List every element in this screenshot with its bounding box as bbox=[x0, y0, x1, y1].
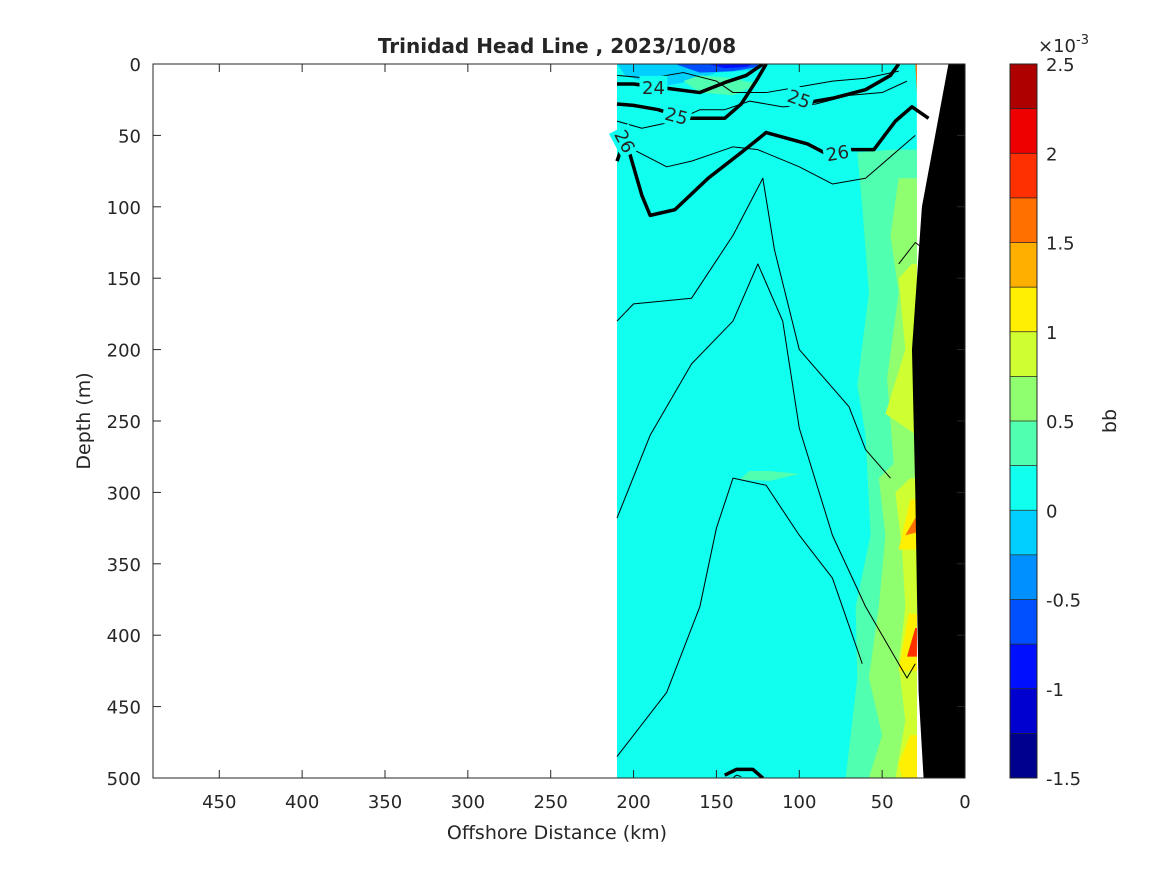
bb-field bbox=[617, 64, 965, 778]
y-tick-label: 400 bbox=[107, 626, 141, 647]
y-tick-label: 250 bbox=[107, 412, 141, 433]
colorbar-swatch bbox=[1010, 331, 1037, 377]
field-hotspot-320-core bbox=[905, 518, 917, 536]
x-tick-label: 0 bbox=[959, 792, 970, 813]
x-axis-label: Offshore Distance (km) bbox=[447, 822, 667, 844]
y-tick-label: 450 bbox=[107, 698, 141, 719]
colorbar-tick-label: 1 bbox=[1046, 323, 1057, 344]
field-patch-290m bbox=[739, 470, 800, 481]
colorbar-tick-label: 1.5 bbox=[1046, 234, 1075, 255]
x-tick-label: 50 bbox=[871, 792, 894, 813]
x-tick-label: 200 bbox=[616, 792, 650, 813]
colorbar-swatch bbox=[1010, 733, 1037, 779]
colorbar-exponent: ×10-3 bbox=[1038, 33, 1089, 57]
y-tick-label: 150 bbox=[107, 269, 141, 290]
colorbar-swatch bbox=[1010, 510, 1037, 556]
colorbar-swatch bbox=[1010, 376, 1037, 422]
colorbar: -1.5 -1 -0.5 0 0.5 1 1.5 2 2.5 bbox=[1010, 55, 1081, 790]
colorbar-swatch bbox=[1010, 421, 1037, 467]
isopycnal-25-west bbox=[616, 64, 768, 121]
colorbar-frame bbox=[1009, 63, 1038, 779]
contour-label-bg bbox=[821, 139, 854, 166]
thin-contour-3 bbox=[616, 477, 863, 757]
isopycnal-24 bbox=[617, 64, 764, 95]
field-surface-min bbox=[708, 64, 753, 69]
thin-contour-5 bbox=[616, 80, 908, 129]
contour-label-4: 26 bbox=[821, 139, 854, 167]
y-tick-label: 100 bbox=[107, 198, 141, 219]
field-hotspot-bottom bbox=[898, 735, 917, 778]
y-axis-ticks: 0 50 100 150 200 250 300 350 400 450 500 bbox=[107, 55, 965, 790]
colorbar-swatch bbox=[1010, 688, 1037, 734]
bathymetry bbox=[911, 64, 965, 778]
y-tick-label: 200 bbox=[107, 341, 141, 362]
contour-label-2: 25 bbox=[782, 83, 817, 114]
x-tick-label: 250 bbox=[534, 792, 568, 813]
y-tick-label: 50 bbox=[118, 126, 141, 147]
colorbar-swatch bbox=[1010, 465, 1037, 511]
colorbar-tick-label: 0.5 bbox=[1046, 412, 1075, 433]
thin-contour-6 bbox=[633, 135, 916, 185]
contour-label-bg bbox=[782, 83, 817, 114]
chart-title: Trinidad Head Line , 2023/10/08 bbox=[378, 34, 736, 58]
contour-label-0: 24 bbox=[639, 75, 668, 99]
x-tick-label: 150 bbox=[699, 792, 733, 813]
x-tick-label: 350 bbox=[368, 792, 402, 813]
colorbar-tick-label: -1 bbox=[1046, 680, 1064, 701]
field-edge-yellowgreen-upper bbox=[885, 263, 917, 436]
thin-contour-8 bbox=[732, 774, 742, 778]
x-tick-label: 400 bbox=[285, 792, 319, 813]
colorbar-tick-label: 2 bbox=[1046, 144, 1057, 165]
colorbar-swatch bbox=[1010, 599, 1037, 645]
thin-contour-7 bbox=[898, 242, 929, 265]
contour-label-bg bbox=[639, 75, 668, 98]
colorbar-swatch bbox=[1010, 644, 1037, 690]
field-hotspot-405-core bbox=[907, 628, 917, 657]
field-gap bbox=[916, 64, 932, 150]
y-tick-label: 300 bbox=[107, 483, 141, 504]
isopycnal-bottom bbox=[723, 767, 764, 778]
contour-label-text: 24 bbox=[642, 78, 665, 99]
colorbar-swatch bbox=[1010, 64, 1037, 110]
colorbar-swatch bbox=[1010, 242, 1037, 288]
colorbar-swatch bbox=[1010, 554, 1037, 600]
colorbar-tick-label: 2.5 bbox=[1046, 55, 1075, 76]
contour-label-1: 25 bbox=[660, 101, 694, 130]
thin-contour-1 bbox=[616, 177, 891, 479]
field-base bbox=[617, 64, 917, 778]
thin-contour-2 bbox=[616, 263, 916, 679]
contour-label-text: 26 bbox=[825, 142, 851, 167]
x-tick-label: 300 bbox=[451, 792, 485, 813]
colorbar-swatch bbox=[1010, 108, 1037, 154]
contour-label-bg bbox=[609, 123, 642, 159]
isopycnal-26 bbox=[615, 105, 930, 218]
colorbar-swatch bbox=[1010, 197, 1037, 243]
y-tick-label: 350 bbox=[107, 555, 141, 576]
colorbar-swatch bbox=[1010, 153, 1037, 199]
y-axis-label: Depth (m) bbox=[73, 372, 95, 469]
contour-label-bg bbox=[660, 101, 694, 130]
isopycnal-25-east bbox=[798, 64, 901, 106]
y-tick-label: 0 bbox=[130, 55, 141, 76]
y-tick-label: 500 bbox=[107, 769, 141, 790]
field-hotspot-320-outer bbox=[898, 499, 917, 550]
field-edge-yellowgreen bbox=[895, 478, 917, 778]
x-tick-label: 100 bbox=[782, 792, 816, 813]
x-tick-label: 450 bbox=[202, 792, 236, 813]
colorbar-tick-label: -1.5 bbox=[1046, 769, 1081, 790]
colorbar-tick-label: -0.5 bbox=[1046, 591, 1081, 612]
colorbar-swatch bbox=[1010, 287, 1037, 333]
x-axis-ticks: 450 400 350 300 250 200 150 100 50 0 bbox=[202, 64, 971, 813]
colorbar-tick-label: 0 bbox=[1046, 501, 1057, 522]
colorbar-label: bb bbox=[1099, 409, 1121, 433]
